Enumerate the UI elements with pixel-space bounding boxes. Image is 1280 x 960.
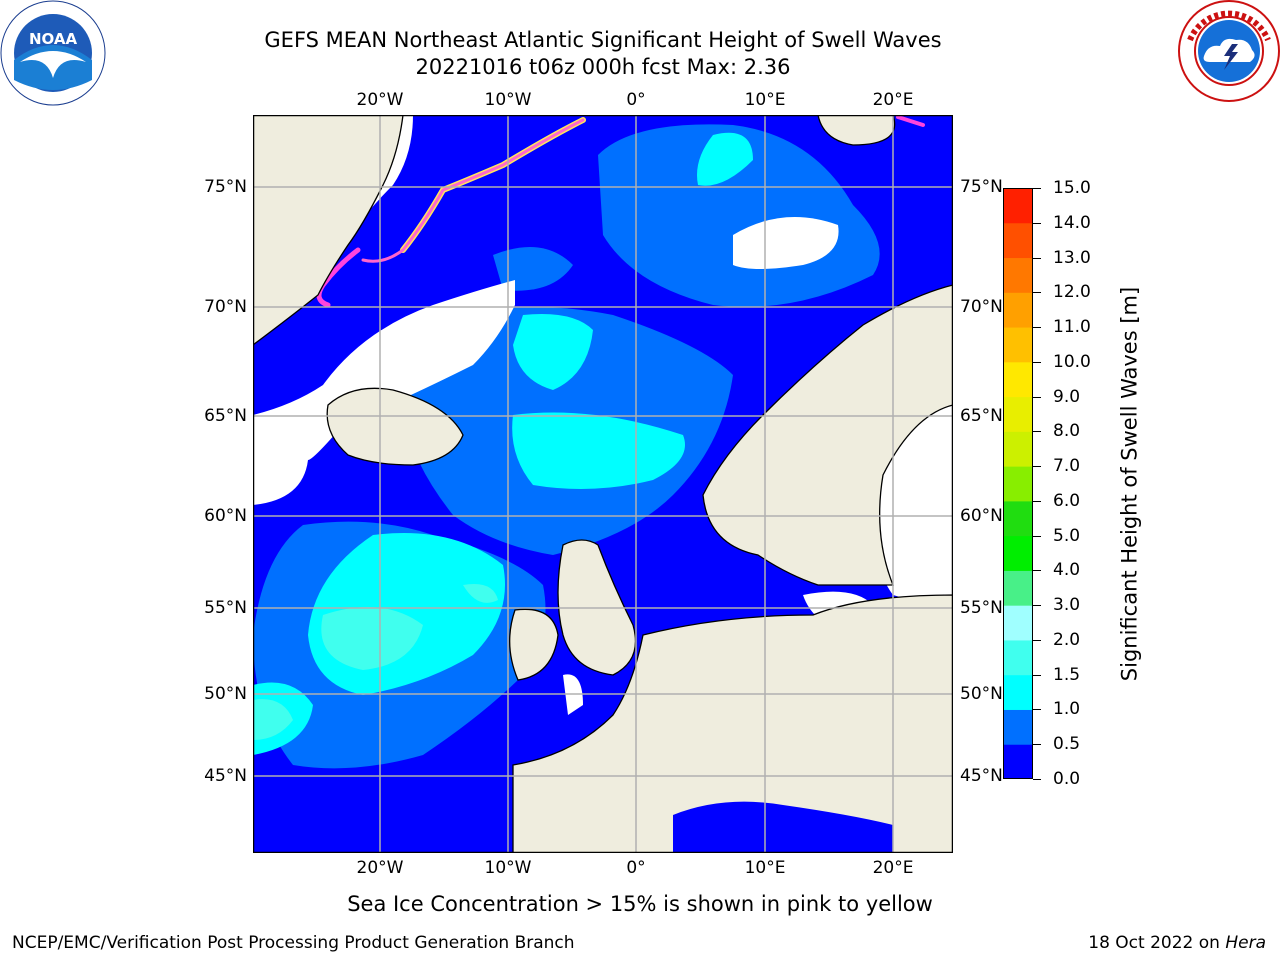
lat-label-left: 75°N — [204, 177, 247, 197]
lat-label-left: 65°N — [204, 406, 247, 426]
colorbar-tick-label: 9.0 — [1053, 386, 1081, 407]
chart-title: GEFS MEAN Northeast Atlantic Significant… — [264, 28, 942, 52]
colorbar-tick-label: 11.0 — [1053, 317, 1091, 338]
lat-label-right: 65°N — [960, 406, 1003, 426]
colorbar — [1003, 188, 1033, 779]
lon-label-top: 10°E — [744, 90, 786, 110]
colorbar-tick-label: 15.0 — [1053, 178, 1091, 198]
colorbar-tick-mark — [1033, 396, 1041, 398]
colorbar-segment — [1003, 744, 1033, 779]
colorbar-segment — [1003, 361, 1033, 398]
colorbar-segment — [1003, 396, 1033, 432]
colorbar-segment — [1003, 292, 1033, 328]
greenland — [253, 115, 404, 346]
colorbar-tick-mark — [1033, 466, 1041, 468]
colorbar-segment — [1003, 535, 1033, 571]
colorbar-tick-label: 1.0 — [1053, 699, 1081, 720]
lon-label-top: 20°W — [356, 90, 404, 110]
lon-label-bottom: 10°E — [744, 858, 786, 878]
colorbar-tick-label: 14.0 — [1053, 212, 1091, 233]
lat-label-right: 55°N — [960, 598, 1003, 618]
colorbar-tick-mark — [1033, 709, 1041, 711]
footer-machine: Hera — [1225, 933, 1266, 953]
lon-label-bottom: 10°W — [484, 858, 532, 878]
ireland — [509, 608, 559, 681]
chart-subtitle: 20221016 t06z 000h fcst Max: 2.36 — [415, 55, 791, 79]
colorbar-tick-mark — [1033, 570, 1041, 572]
colorbar-segment — [1003, 188, 1033, 224]
lat-label-left: 45°N — [204, 766, 247, 786]
colorbar-segment — [1003, 709, 1033, 745]
colorbar-tick-mark — [1033, 639, 1041, 641]
map-gridlines — [253, 115, 953, 853]
lat-label-left: 70°N — [204, 297, 247, 317]
iceland — [326, 387, 464, 466]
colorbar-segment — [1003, 222, 1033, 259]
mediterranean — [673, 801, 893, 853]
lat-label-left: 55°N — [204, 598, 247, 618]
colorbar-segment — [1003, 327, 1033, 363]
lat-label-right: 50°N — [960, 684, 1003, 704]
colorbar-segment — [1003, 605, 1033, 641]
colorbar-tick-mark — [1033, 500, 1041, 502]
colorbar-frame — [1003, 188, 1033, 779]
lon-label-top: 10°W — [484, 90, 532, 110]
svalbard — [817, 115, 896, 146]
colorbar-tick-label: 0.5 — [1053, 734, 1081, 755]
colorbar-tick-label: 7.0 — [1053, 456, 1081, 477]
colorbar-tick-label: 1.5 — [1053, 664, 1081, 685]
colorbar-tick-mark — [1033, 535, 1041, 537]
colorbar-segment — [1003, 674, 1033, 710]
colorbar-tick-label: 12.0 — [1053, 282, 1091, 303]
colorbar-tick-mark — [1033, 744, 1041, 746]
lat-label-right: 75°N — [960, 177, 1003, 197]
colorbar-tick-mark — [1033, 222, 1041, 224]
lat-label-right: 45°N — [960, 766, 1003, 786]
colorbar-tick-label: 10.0 — [1053, 351, 1091, 372]
lat-label-right: 60°N — [960, 506, 1003, 526]
lon-label-top: 20°E — [872, 90, 914, 110]
lon-label-top: 0° — [626, 90, 646, 110]
footer-credit: NCEP/EMC/Verification Post Processing Pr… — [12, 933, 575, 953]
colorbar-tick-mark — [1033, 327, 1041, 329]
colorbar-segment — [1003, 639, 1033, 676]
colorbar-tick-label: 5.0 — [1053, 525, 1081, 546]
lon-label-bottom: 20°W — [356, 858, 404, 878]
colorbar-segment — [1003, 500, 1033, 537]
map-frame — [253, 115, 953, 853]
wave-height-map — [253, 115, 953, 853]
colorbar-tick-label: 4.0 — [1053, 560, 1081, 581]
colorbar-tick-label: 8.0 — [1053, 421, 1081, 442]
noaa-logo-text: NOAA — [29, 30, 78, 48]
colorbar-tick-label: 6.0 — [1053, 490, 1081, 511]
sea-ice-note: Sea Ice Concentration > 15% is shown in … — [347, 892, 933, 916]
lat-label-right: 70°N — [960, 297, 1003, 317]
lon-label-bottom: 20°E — [872, 858, 914, 878]
colorbar-segment — [1003, 570, 1033, 606]
footer-date-text: 18 Oct 2022 on — [1088, 933, 1220, 953]
colorbar-tick-mark — [1033, 188, 1041, 189]
lat-label-left: 60°N — [204, 506, 247, 526]
colorbar-tick-label: 3.0 — [1053, 595, 1081, 616]
colorbar-tick-label: 13.0 — [1053, 247, 1091, 268]
colorbar-tick-mark — [1033, 674, 1041, 676]
colorbar-tick-mark — [1033, 605, 1041, 607]
lon-label-bottom: 0° — [626, 858, 646, 878]
noaa-logo-icon: NOAA — [0, 0, 106, 106]
colorbar-segment — [1003, 466, 1033, 502]
lat-label-left: 50°N — [204, 684, 247, 704]
colorbar-tick-mark — [1033, 257, 1041, 259]
colorbar-tick-mark — [1033, 361, 1041, 363]
colorbar-tick-mark — [1033, 292, 1041, 294]
colorbar-segment — [1003, 431, 1033, 467]
colorbar-title: Significant Height of Swell Waves [m] — [1117, 286, 1142, 682]
footer-date: 18 Oct 2022 on Hera — [1088, 933, 1266, 953]
colorbar-tick-mark — [1033, 431, 1041, 433]
nws-logo-icon — [1178, 0, 1280, 102]
swell-band-1.5-2.0 — [253, 584, 498, 740]
colorbar-tick-mark — [1033, 779, 1041, 780]
colorbar-tick-label: 2.0 — [1053, 629, 1081, 650]
colorbar-tick-label: 0.0 — [1053, 769, 1081, 789]
colorbar-segment — [1003, 257, 1033, 293]
